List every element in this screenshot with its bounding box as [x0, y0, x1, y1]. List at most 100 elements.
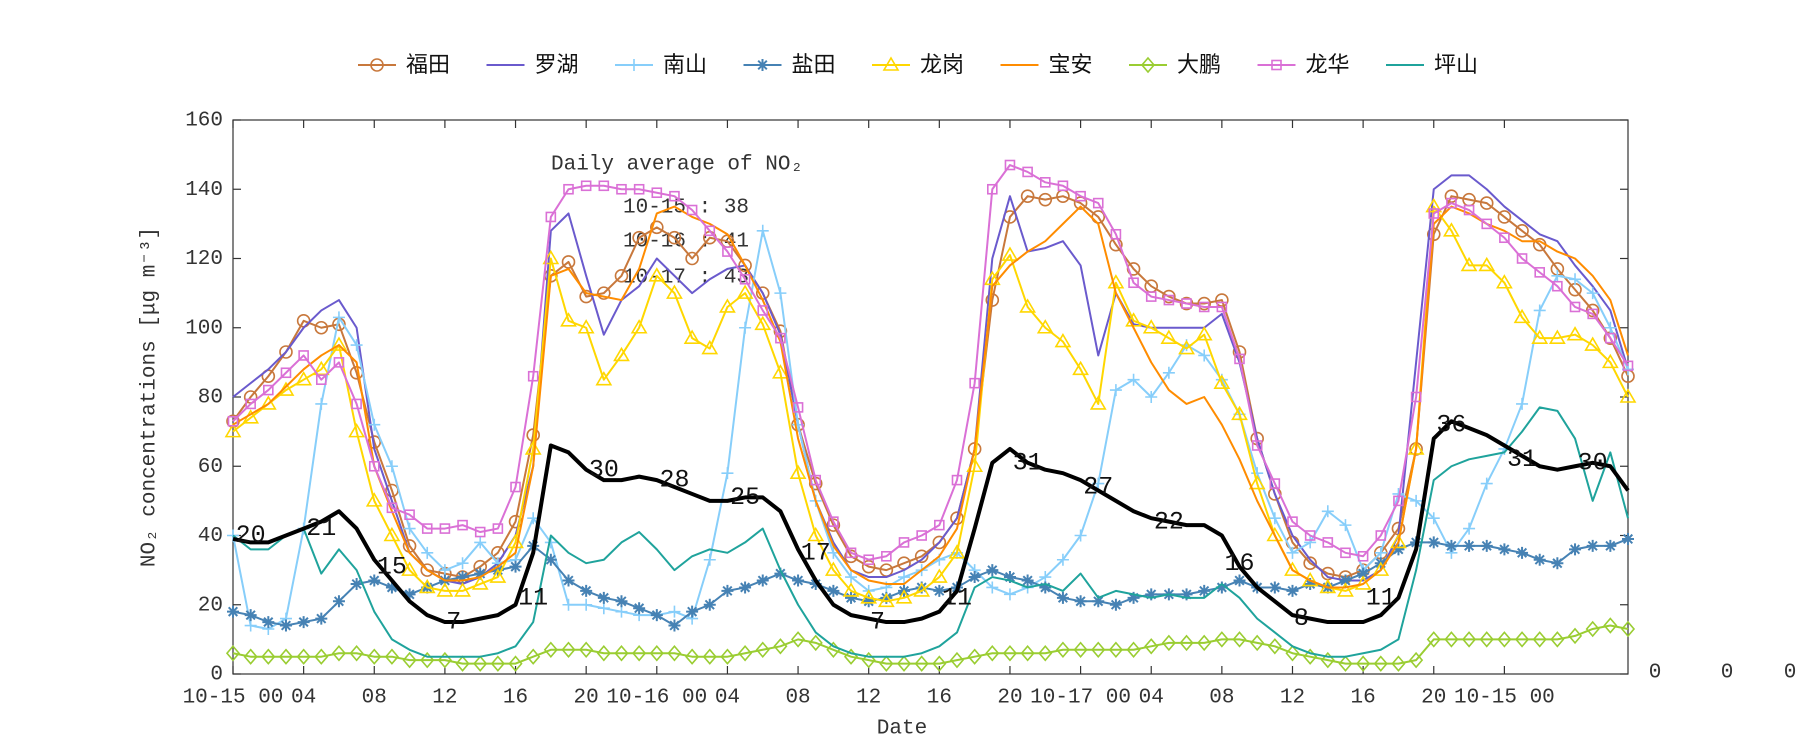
marker: [1004, 159, 1016, 171]
marker: [1038, 192, 1053, 207]
y-tick-label: 160: [185, 110, 223, 133]
marker: [386, 502, 398, 514]
marker: [881, 550, 892, 562]
marker: [298, 350, 309, 361]
inset-line: 10-16 : 41: [623, 231, 749, 254]
marker: [1320, 651, 1335, 669]
marker: [810, 474, 822, 486]
daily-label: 25: [730, 483, 760, 512]
marker: [1178, 339, 1195, 355]
marker: [1232, 631, 1247, 648]
marker: [473, 655, 488, 672]
marker: [1109, 598, 1122, 611]
marker: [756, 224, 769, 237]
marker: [736, 284, 754, 299]
marker: [384, 648, 399, 665]
marker: [402, 651, 417, 669]
marker: [1304, 536, 1317, 549]
series-line: [232, 205, 1629, 589]
marker: [633, 602, 646, 615]
x-tick-label: 10-15 00: [1454, 687, 1555, 710]
stray-label: 0: [1649, 662, 1662, 685]
marker: [754, 315, 772, 331]
marker: [1427, 536, 1440, 549]
marker: [579, 641, 594, 658]
marker: [1533, 553, 1546, 566]
legend-marker: [1140, 56, 1156, 74]
marker: [1019, 298, 1037, 313]
marker: [1198, 584, 1211, 597]
marker: [262, 616, 275, 629]
marker: [949, 651, 965, 669]
marker: [1072, 360, 1089, 376]
marker: [561, 641, 576, 658]
marker: [738, 644, 753, 662]
marker: [844, 549, 858, 564]
marker: [330, 336, 348, 351]
daily-label: 11: [942, 583, 972, 612]
daily-label: 27: [1083, 473, 1113, 502]
daily-label: 30: [589, 455, 619, 484]
stray-label: 0: [1721, 662, 1734, 685]
marker: [332, 595, 345, 608]
marker: [332, 311, 345, 324]
marker: [598, 180, 610, 192]
marker: [1039, 581, 1052, 594]
legend-label: 福田: [406, 53, 450, 78]
marker: [932, 655, 947, 672]
marker: [507, 533, 524, 549]
inset-title: Daily average of NO₂: [551, 154, 803, 177]
marker: [279, 619, 292, 632]
marker: [524, 440, 542, 455]
marker: [1092, 197, 1104, 209]
marker: [967, 648, 982, 665]
marker: [368, 418, 381, 431]
marker: [650, 609, 663, 622]
marker: [580, 584, 593, 597]
marker: [1410, 391, 1422, 403]
marker: [1514, 631, 1530, 648]
marker: [1180, 588, 1193, 601]
daily-label: 11: [518, 583, 548, 612]
marker: [560, 312, 577, 327]
series-line: [232, 229, 1629, 630]
marker: [1354, 575, 1372, 590]
marker: [597, 602, 610, 615]
marker: [739, 321, 752, 334]
marker: [1163, 294, 1175, 306]
marker: [1216, 301, 1228, 313]
marker: [1604, 539, 1617, 552]
marker: [845, 571, 858, 584]
marker: [667, 230, 682, 245]
daily-label: 31: [1013, 448, 1043, 477]
marker: [595, 371, 613, 386]
marker: [1198, 349, 1211, 362]
marker: [1020, 644, 1035, 662]
marker: [1548, 329, 1566, 344]
marker: [773, 638, 788, 655]
marker: [1198, 301, 1210, 313]
marker: [1481, 218, 1493, 230]
marker: [632, 230, 646, 245]
marker: [983, 270, 1001, 286]
marker: [1145, 291, 1157, 302]
marker: [739, 581, 752, 594]
marker: [916, 530, 927, 541]
marker: [420, 563, 435, 577]
marker: [457, 519, 468, 531]
x-tick-label: 20: [574, 687, 599, 710]
marker: [1497, 631, 1512, 648]
marker: [933, 584, 946, 597]
marker: [1480, 539, 1493, 552]
legend-marker: [370, 58, 384, 72]
marker: [791, 631, 806, 648]
marker: [474, 536, 487, 549]
marker: [649, 220, 664, 235]
marker: [577, 319, 595, 334]
marker: [1266, 526, 1284, 542]
marker: [1127, 591, 1140, 604]
marker: [1161, 634, 1176, 652]
marker: [331, 644, 347, 662]
daily-label: 36: [1436, 410, 1466, 439]
y-tick-label: 0: [210, 664, 223, 687]
